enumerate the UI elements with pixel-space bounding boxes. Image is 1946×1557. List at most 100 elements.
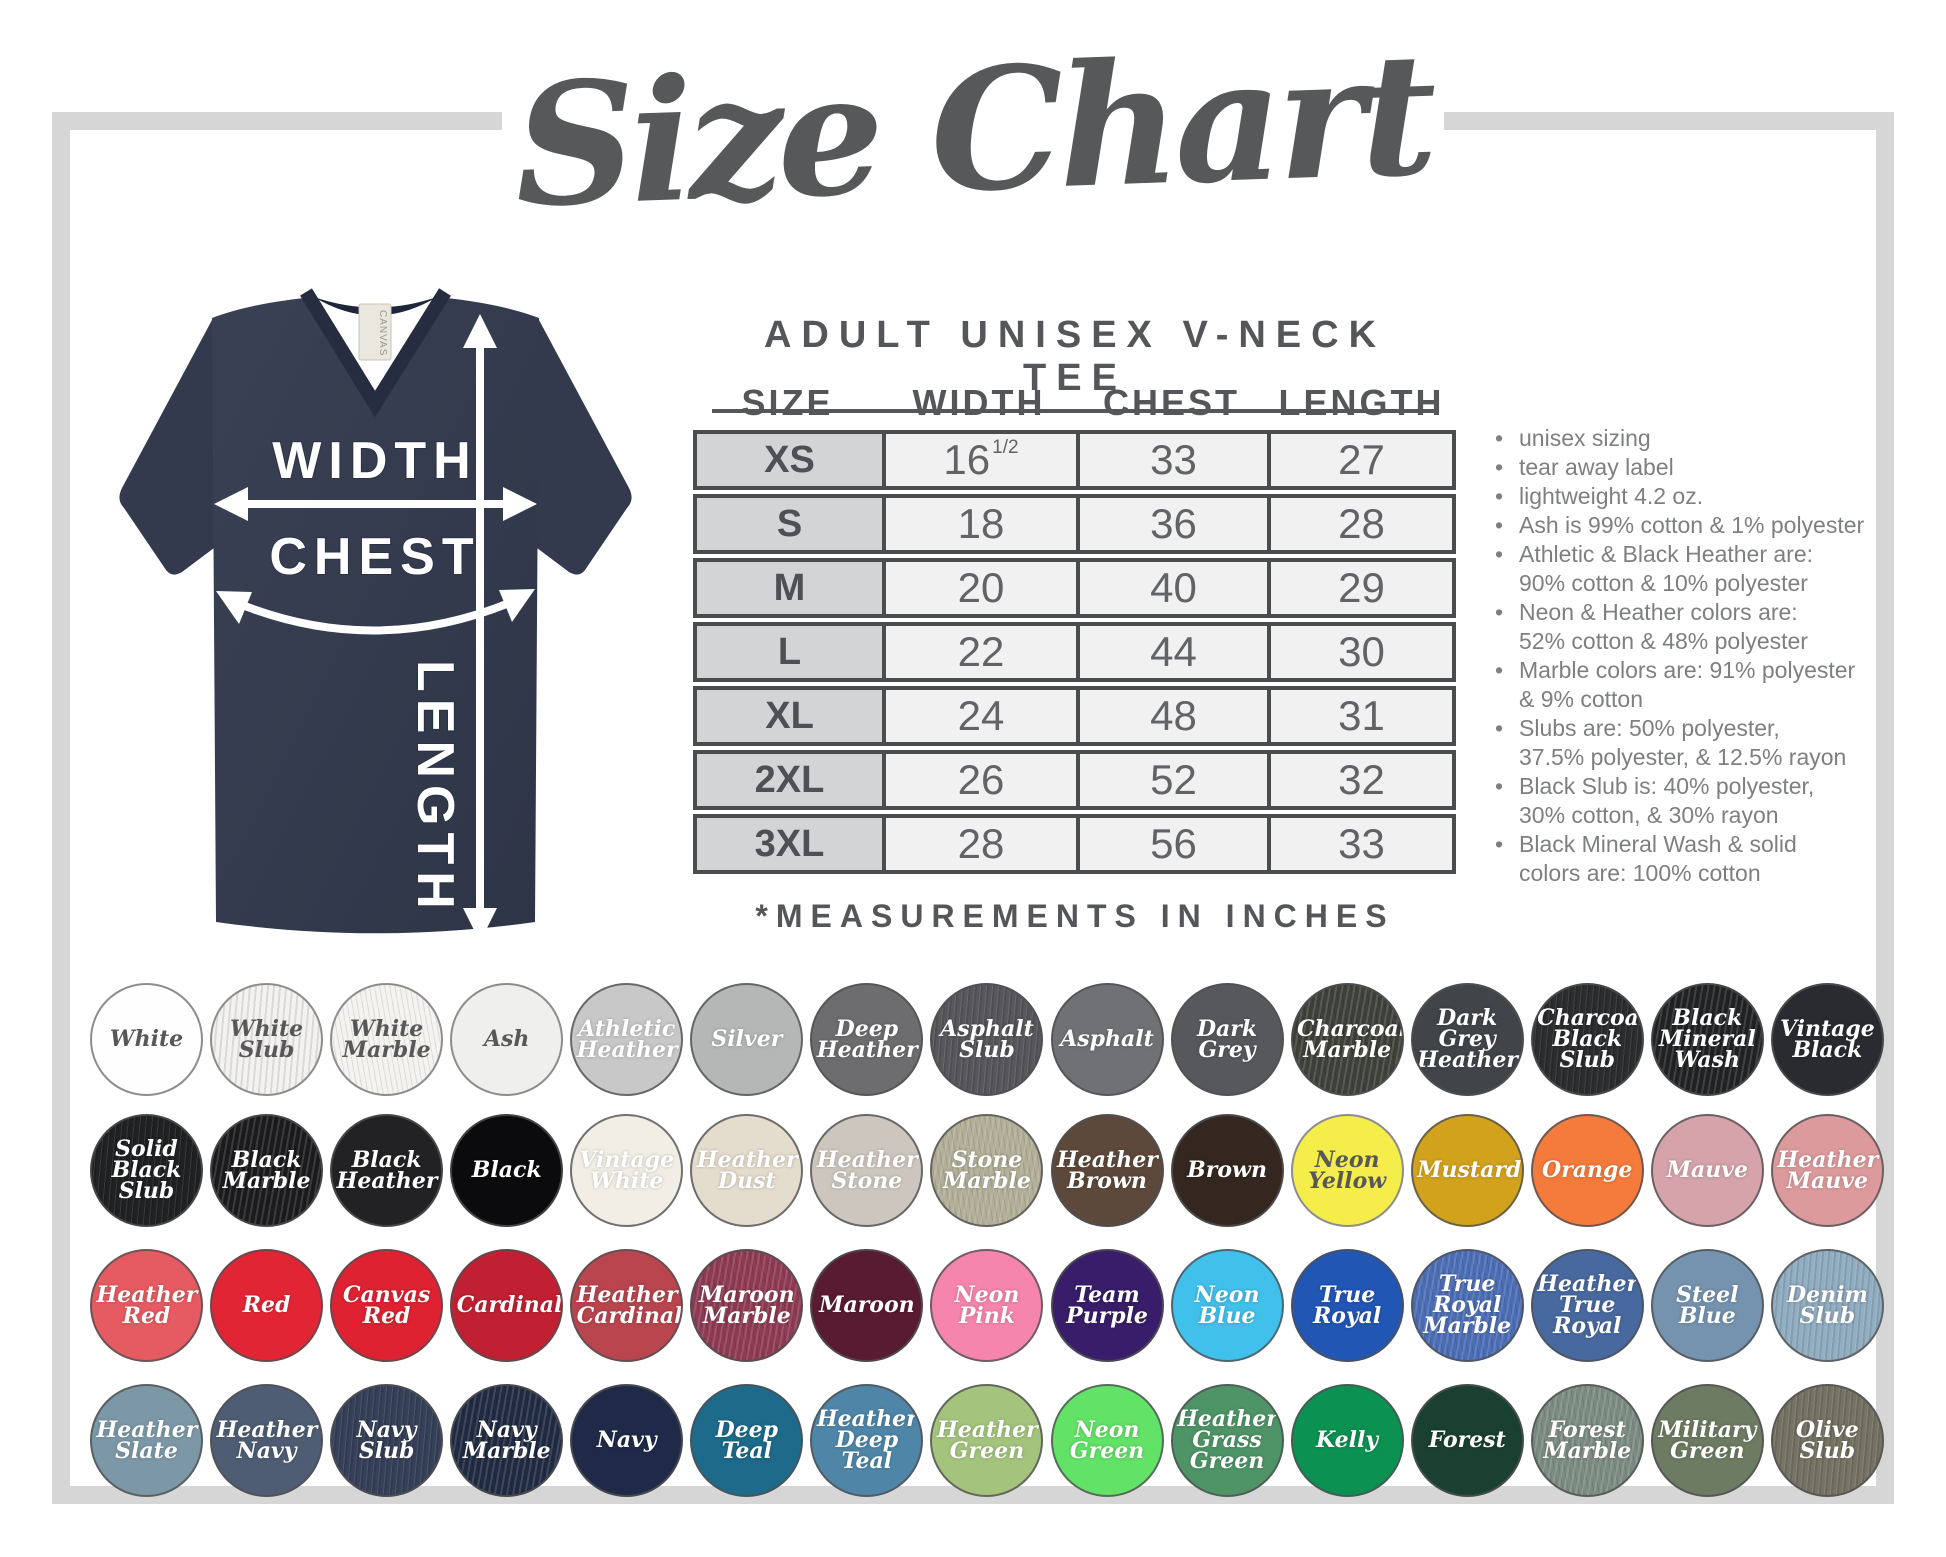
size-cell: M bbox=[697, 562, 882, 614]
swatch-label: Dark Grey bbox=[1196, 1015, 1258, 1063]
size-row-xl: XL 24 48 31 bbox=[693, 686, 1456, 746]
swatch-heather-dust: Heather Dust bbox=[690, 1114, 804, 1227]
swatch-label: Steel Blue bbox=[1676, 1281, 1739, 1329]
back-collar bbox=[314, 297, 437, 316]
swatch-label: Asphalt bbox=[1060, 1026, 1154, 1053]
swatch-heather-deep-teal: Heather Deep Teal bbox=[810, 1384, 924, 1497]
note-item: unisex sizing bbox=[1492, 424, 1888, 453]
note-item: Marble colors are: 91% polyester & 9% co… bbox=[1492, 656, 1888, 714]
swatch-label: Heather Grass Green bbox=[1177, 1406, 1278, 1474]
width-label: WIDTH bbox=[272, 432, 477, 490]
swatch-label: Maroon Marble bbox=[699, 1281, 795, 1329]
note-item: Black Mineral Wash & solid colors are: 1… bbox=[1492, 830, 1888, 888]
swatch-label: True Royal bbox=[1312, 1281, 1382, 1329]
swatch-white: White bbox=[90, 983, 203, 1096]
swatch-label: Navy bbox=[596, 1427, 657, 1454]
swatch-team-purple: Team Purple bbox=[1050, 1249, 1164, 1362]
swatch-label: Heather Mauve bbox=[1777, 1146, 1879, 1194]
swatch-label: Vintage Black bbox=[1779, 1015, 1875, 1063]
width-arrow bbox=[214, 487, 537, 521]
length-cell: 30 bbox=[1267, 626, 1452, 678]
size-cell: L bbox=[697, 626, 882, 678]
swatch-white-marble: White Marble bbox=[330, 983, 444, 1096]
swatch-label: Ash bbox=[483, 1026, 530, 1053]
swatch-neon-yellow: Neon Yellow bbox=[1290, 1114, 1404, 1227]
swatch-heather-true-royal: Heather True Royal bbox=[1530, 1249, 1644, 1362]
swatch-label: Heather Stone bbox=[816, 1146, 918, 1194]
size-row-2xl: 2XL 26 52 32 bbox=[693, 750, 1456, 810]
length-arrow bbox=[463, 314, 497, 942]
swatch-label: Heather Brown bbox=[1057, 1146, 1158, 1194]
vneck-collar-band bbox=[300, 288, 451, 418]
swatch-label: Heather Deep Teal bbox=[816, 1406, 918, 1474]
size-cell: XS bbox=[697, 434, 882, 486]
width-cell: 28 bbox=[882, 818, 1076, 870]
swatch-orange: Orange bbox=[1530, 1114, 1644, 1227]
swatch-dark-grey-heather: Dark Grey Heather bbox=[1410, 983, 1524, 1096]
swatch-steel-blue: Steel Blue bbox=[1650, 1249, 1764, 1362]
swatch-label: Black bbox=[471, 1157, 542, 1184]
size-row-m: M 20 40 29 bbox=[693, 558, 1456, 618]
brand-tag bbox=[358, 303, 392, 361]
swatch-heather-brown: Heather Brown bbox=[1050, 1114, 1164, 1227]
column-header-width: WIDTH bbox=[912, 382, 1046, 423]
swatch-neon-pink: Neon Pink bbox=[930, 1249, 1044, 1362]
swatch-label: Dark Grey Heather bbox=[1417, 1005, 1518, 1073]
swatch-brown: Brown bbox=[1170, 1114, 1284, 1227]
length-cell: 32 bbox=[1267, 754, 1452, 806]
swatch-athletic-heather: Athletic Heather bbox=[570, 983, 684, 1096]
swatch-label: White bbox=[109, 1026, 184, 1053]
swatch-label: Heather Slate bbox=[96, 1416, 198, 1464]
width-cell: 22 bbox=[882, 626, 1076, 678]
swatch-kelly: Kelly bbox=[1290, 1384, 1404, 1497]
length-cell: 33 bbox=[1267, 818, 1452, 870]
chest-cell: 48 bbox=[1076, 690, 1267, 742]
note-item: Athletic & Black Heather are: 90% cotton… bbox=[1492, 540, 1888, 598]
swatch-label: Charcoal Black Slub bbox=[1537, 1005, 1644, 1073]
swatch-row-4: Heather Slate Heather Navy Navy Slub Navy M… bbox=[90, 1384, 1884, 1497]
swatch-label: Heather Dust bbox=[696, 1146, 798, 1194]
column-header-length: LENGTH bbox=[1278, 382, 1445, 423]
swatch-cardinal: Cardinal bbox=[450, 1249, 564, 1362]
swatch-label: Mauve bbox=[1666, 1157, 1748, 1184]
swatch-military-green: Military Green bbox=[1650, 1384, 1764, 1497]
swatch-mauve: Mauve bbox=[1650, 1114, 1764, 1227]
swatch-label: Heather Green bbox=[936, 1416, 1038, 1464]
shirt-body bbox=[212, 297, 539, 934]
swatch-forest-marble: Forest Marble bbox=[1530, 1384, 1644, 1497]
swatch-label: White Slub bbox=[229, 1015, 304, 1063]
size-row-s: S 18 36 28 bbox=[693, 494, 1456, 554]
swatch-charcoal-marble: Charcoal Marble bbox=[1290, 983, 1404, 1096]
swatch-black: Black bbox=[450, 1114, 564, 1227]
swatch-label: Charcoal Marble bbox=[1297, 1015, 1404, 1063]
size-row-xs: XS 16 1/2 33 27 bbox=[693, 430, 1456, 490]
swatch-heather-grass-green: Heather Grass Green bbox=[1170, 1384, 1284, 1497]
swatch-canvas-red: Canvas Red bbox=[330, 1249, 444, 1362]
swatch-black-marble: Black Marble bbox=[210, 1114, 324, 1227]
chest-cell: 52 bbox=[1076, 754, 1267, 806]
swatch-vintage-white: Vintage White bbox=[570, 1114, 684, 1227]
swatch-label: Navy Marble bbox=[462, 1416, 551, 1464]
note-item: Ash is 99% cotton & 1% polyester bbox=[1492, 511, 1888, 540]
swatch-label: Heather Navy bbox=[216, 1416, 318, 1464]
size-cell: 3XL bbox=[697, 818, 882, 870]
swatch-black-mineral-wash: Black Mineral Wash bbox=[1650, 983, 1764, 1096]
swatch-denim-slub: Denim Slub bbox=[1770, 1249, 1884, 1362]
chest-label: CHEST bbox=[269, 528, 480, 586]
chest-cell: 33 bbox=[1076, 434, 1267, 486]
tshirt-diagram: CANVAS WIDTH CHEST LENGTH bbox=[119, 288, 632, 942]
swatch-label: Heather Cardinal bbox=[576, 1281, 683, 1329]
title-background-patch bbox=[502, 96, 1444, 148]
swatch-heather-red: Heather Red bbox=[90, 1249, 203, 1362]
width-cell: 20 bbox=[882, 562, 1076, 614]
swatch-row-3: Heather Red Red Canvas Red Cardinal Heather … bbox=[90, 1249, 1884, 1362]
swatch-label: Neon Green bbox=[1069, 1416, 1145, 1464]
note-item: Neon & Heather colors are: 52% cotton & … bbox=[1492, 598, 1888, 656]
swatch-row-2: Solid Black Slub Black Marble Black Heathe… bbox=[90, 1114, 1884, 1227]
swatch-label: White Marble bbox=[342, 1015, 431, 1063]
swatch-label: Neon Pink bbox=[954, 1281, 1020, 1329]
swatch-deep-heather: Deep Heather bbox=[810, 983, 924, 1096]
size-cell: XL bbox=[697, 690, 882, 742]
fabric-notes-list: unisex sizingtear away labellightweight … bbox=[1492, 424, 1888, 888]
